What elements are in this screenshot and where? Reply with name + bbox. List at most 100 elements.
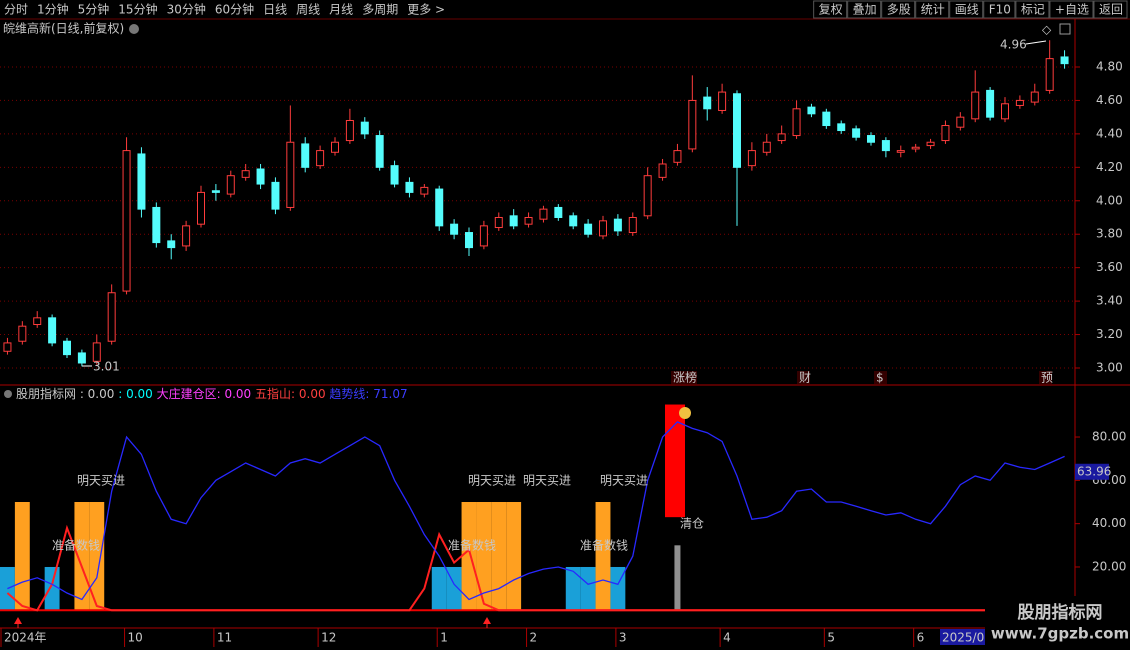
button-frame (949, 0, 984, 19)
toolbar-button[interactable]: 画线 (955, 3, 979, 17)
y-tick-label: 4.40 (1096, 126, 1123, 140)
candle-body (197, 191, 205, 225)
candle-body (271, 181, 280, 210)
toolbar-button[interactable]: 返回 (1099, 3, 1123, 17)
candle-body (241, 170, 250, 178)
toolbar-button[interactable]: 标记 (1021, 3, 1045, 17)
toolbar-button[interactable]: 统计 (921, 3, 945, 17)
candle-body (956, 116, 965, 128)
y-tick-label: 3.60 (1096, 260, 1123, 274)
event-box (874, 371, 887, 384)
candle-body (986, 89, 995, 118)
up-arrow (14, 617, 22, 624)
tab[interactable]: 日线 (263, 3, 287, 17)
watermark-url: www.7gpzb.com (991, 625, 1129, 643)
candle-body (137, 153, 146, 210)
candle-body (420, 186, 429, 195)
x-tick-label: 6 (917, 631, 925, 645)
candle-body (539, 208, 548, 220)
candle-body (688, 99, 697, 150)
event-marker: 财 (799, 371, 811, 385)
annotation: 明天买进 (600, 474, 648, 488)
candle-body (33, 317, 42, 326)
candle-body (509, 215, 518, 227)
candle-body (554, 206, 563, 218)
tab[interactable]: 多周期 (362, 3, 398, 17)
candle-body (182, 225, 191, 247)
tab[interactable]: 60分钟 (215, 2, 254, 17)
candle-body (450, 223, 459, 235)
candle-body (375, 135, 384, 168)
indicator-line (6, 524, 1065, 612)
candle-body (703, 96, 712, 110)
candle-body (18, 325, 27, 342)
tab[interactable]: 分时 (4, 3, 28, 17)
candle-body (167, 240, 176, 249)
candle-body (479, 225, 488, 247)
candle-body (226, 175, 235, 195)
tab[interactable]: 1分钟 (37, 2, 69, 17)
candle-body (1030, 91, 1039, 103)
tab[interactable]: 更多 > (407, 3, 445, 17)
annotation: 明天买进 (523, 474, 571, 488)
tab[interactable]: 月线 (329, 3, 353, 17)
diamond-icon: ◇ (1042, 23, 1052, 37)
button-frame (813, 0, 848, 19)
event-box (671, 371, 697, 384)
y-tick-label: 40.00 (1092, 516, 1126, 530)
cursor-value-box (1075, 463, 1109, 480)
candle-body (822, 111, 831, 127)
annotation: 准备数钱 (448, 538, 496, 553)
high-pointer (1025, 40, 1047, 45)
candle-body (673, 150, 682, 163)
candle-body (926, 141, 935, 147)
bar (565, 566, 581, 611)
candle-body (777, 133, 786, 142)
toolbar-button[interactable]: 复权 (819, 3, 843, 17)
high-label: 4.96 (1000, 38, 1027, 52)
candle-body (837, 123, 846, 132)
candle-body (63, 340, 71, 356)
candle-body (881, 140, 890, 152)
candle-body (718, 91, 727, 111)
x-tick-label: 12 (321, 631, 336, 645)
bar (431, 566, 447, 611)
candle-body (405, 181, 414, 193)
candle-body (643, 175, 652, 217)
toolbar-button[interactable]: +自选 (1055, 3, 1089, 17)
toolbar-button[interactable]: 多股 (887, 3, 911, 17)
y-tick-label: 4.80 (1096, 59, 1123, 73)
y-tick-label: 3.20 (1096, 327, 1123, 341)
y-tick-label: 3.00 (1096, 360, 1123, 374)
candle-body (1060, 56, 1069, 65)
candle-body (762, 141, 771, 153)
candle-body (360, 121, 369, 135)
candle-body (107, 292, 116, 342)
tab[interactable]: 5分钟 (78, 2, 110, 17)
money-icon (679, 407, 691, 419)
bar (461, 502, 477, 611)
y-tick-label: 3.80 (1096, 227, 1123, 241)
y-tick-label: 20.00 (1092, 559, 1126, 573)
annotation: 明天买进 (77, 474, 125, 488)
toolbar-button[interactable]: 叠加 (853, 3, 877, 17)
tab[interactable]: 周线 (296, 3, 320, 17)
event-marker: 预 (1041, 371, 1053, 385)
candle-body (494, 216, 503, 229)
button-frame (847, 0, 882, 19)
tab[interactable]: 15分钟 (118, 2, 157, 17)
toolbar-button[interactable]: F10 (989, 3, 1011, 17)
y-tick-label: 4.00 (1096, 193, 1123, 207)
candle-body (1001, 103, 1009, 120)
candle-body (1045, 58, 1054, 91)
candle-body (122, 150, 131, 292)
watermark-box (985, 596, 1130, 650)
candle-body (3, 342, 12, 352)
bar (44, 566, 60, 611)
y-tick-label: 4.60 (1096, 93, 1123, 107)
bar (476, 502, 492, 611)
panel-icon (1059, 23, 1071, 35)
candle-body (435, 188, 444, 227)
tab[interactable]: 30分钟 (167, 2, 206, 17)
